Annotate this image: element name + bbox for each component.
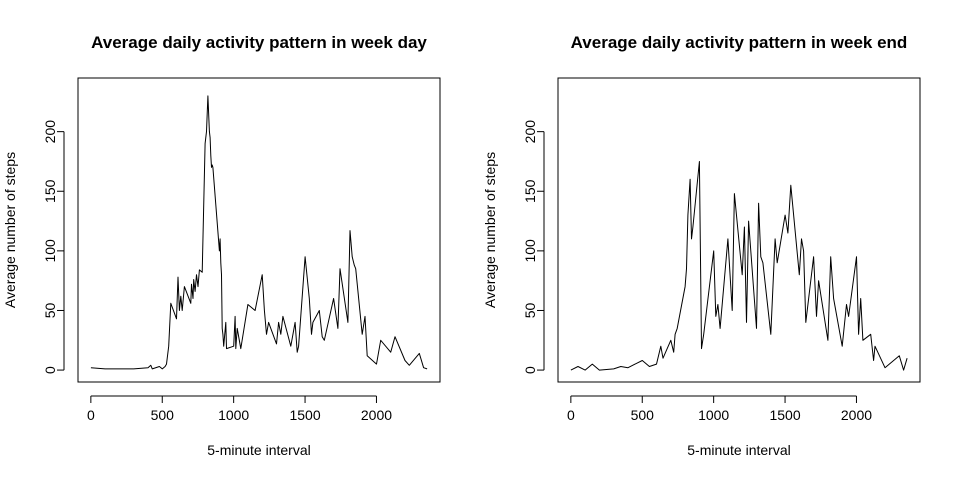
weekday-x-axis: 0 500 1000 1500 2000 [87,395,392,423]
weekday-y-tick-label: 150 [42,179,58,203]
weekend-y-tick-label: 50 [522,302,538,318]
weekend-chart-title: Average daily activity pattern in week e… [571,33,908,52]
weekend-x-tick-label: 0 [567,407,575,423]
weekday-y-axis: 0 50 100 150 200 [42,120,65,374]
weekend-x-tick-label: 2000 [841,407,872,423]
weekend-y-tick-label: 100 [522,239,538,263]
weekday-x-tick-label: 0 [87,407,95,423]
weekday-x-tick-label: 1500 [289,407,320,423]
weekday-x-tick-label: 500 [151,407,175,423]
weekday-x-axis-label: 5-minute interval [207,442,311,458]
weekend-x-tick-label: 1000 [698,407,729,423]
weekday-y-tick-label: 200 [42,120,58,144]
weekend-panel: Average daily activity pattern in week e… [482,33,921,458]
weekday-x-tick-label: 1000 [218,407,249,423]
weekday-chart-title: Average daily activity pattern in week d… [91,33,427,52]
weekend-plot-frame [557,77,921,383]
weekend-x-axis: 0 500 1000 1500 2000 [567,395,872,423]
weekend-x-axis-label: 5-minute interval [687,442,791,458]
weekend-y-tick-label: 200 [522,120,538,144]
weekend-x-tick-label: 1500 [769,407,800,423]
weekday-series-line [90,95,428,370]
weekday-y-tick-label: 0 [42,366,58,374]
weekday-panel: Average daily activity pattern in week d… [2,33,441,458]
weekday-y-tick-label: 50 [42,302,58,318]
weekend-y-tick-label: 0 [522,366,538,374]
weekend-y-axis: 0 50 100 150 200 [522,120,545,374]
weekday-x-tick-label: 2000 [361,407,392,423]
weekend-series-line [570,161,908,371]
weekday-y-axis-label: Average number of steps [2,152,18,308]
weekend-y-axis-label: Average number of steps [482,152,498,308]
weekday-plot-frame [77,77,441,383]
weekday-y-tick-label: 100 [42,239,58,263]
weekend-x-tick-label: 500 [631,407,655,423]
weekend-y-tick-label: 150 [522,179,538,203]
